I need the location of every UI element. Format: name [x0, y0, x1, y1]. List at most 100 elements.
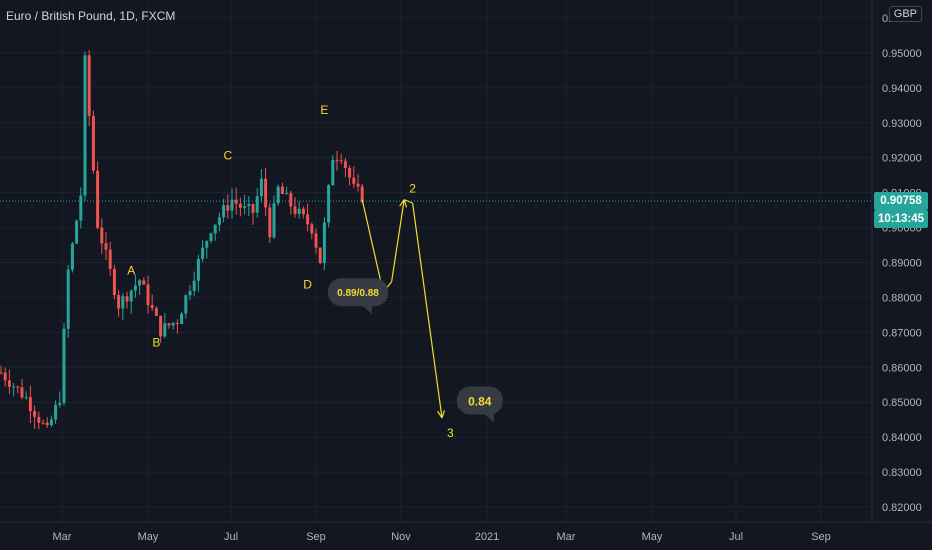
candle-body: [192, 280, 196, 291]
time-tick-label: Sep: [306, 531, 326, 543]
wave-label: 2: [409, 182, 416, 196]
candle-body: [222, 205, 226, 218]
time-tick-label: Jul: [729, 531, 743, 543]
time-tick-label: Nov: [391, 531, 411, 543]
candle-body: [83, 55, 87, 196]
currency-badge[interactable]: GBP: [888, 6, 922, 22]
candle-body: [234, 199, 238, 204]
projection-arrow[interactable]: [412, 203, 443, 419]
candle-body: [150, 305, 154, 309]
callout-text: 0.84: [468, 394, 492, 408]
candle-body: [70, 243, 74, 270]
candle-body: [255, 196, 259, 213]
candle-body: [91, 115, 95, 171]
candle-body: [138, 280, 142, 286]
candle-body: [322, 222, 326, 264]
projection-arrow[interactable]: [361, 199, 384, 293]
callout-text: 0.89/0.88: [337, 288, 379, 299]
price-tick-label: 0.87000: [882, 327, 922, 339]
candle-body: [264, 178, 268, 208]
price-tick-label: 0.94000: [882, 83, 922, 95]
candle-body: [24, 397, 28, 399]
candle-body: [352, 177, 356, 184]
price-tick-label: 0.83000: [882, 467, 922, 479]
candle-body: [310, 224, 314, 234]
candle-body: [3, 372, 7, 381]
projection-arrow[interactable]: [391, 199, 405, 282]
bar-countdown-tag: 10:13:45: [874, 210, 928, 229]
arrow-head: [403, 199, 408, 208]
price-callout[interactable]: 0.89/0.88: [328, 278, 388, 315]
candle-body: [54, 404, 58, 420]
last-price-tag: 0.90758: [874, 192, 928, 211]
candle-body: [28, 397, 32, 412]
candle-body: [289, 193, 293, 207]
candle-body: [339, 160, 343, 162]
price-axis[interactable]: 0.82000 0.83000 0.84000 0.85000 0.86000 0.870…: [882, 13, 922, 514]
candle-body: [276, 186, 280, 204]
candle-body: [20, 387, 24, 398]
candle-body: [37, 416, 41, 423]
candle-body: [280, 186, 284, 195]
time-tick-label: Jul: [224, 531, 238, 543]
candle-body: [87, 55, 91, 116]
candle-body: [348, 168, 352, 178]
candle-body: [327, 185, 331, 223]
wave-label: D: [303, 278, 312, 292]
candle-body: [104, 243, 108, 250]
arrow-head: [399, 199, 405, 207]
time-tick-label: May: [138, 531, 159, 543]
candle-body: [251, 204, 255, 213]
candle-body: [159, 315, 163, 337]
candle-body: [335, 159, 339, 161]
time-tick-label: Mar: [557, 531, 576, 543]
candle-body: [318, 247, 322, 264]
price-tick-label: 0.84000: [882, 432, 922, 444]
candle-body: [180, 313, 184, 324]
candle-body: [230, 199, 234, 211]
candle-body: [66, 269, 70, 329]
candle-body: [0, 372, 3, 374]
candle-body: [175, 322, 179, 324]
candle-body: [314, 233, 318, 248]
candlestick-series: [0, 49, 364, 430]
candle-body: [16, 386, 20, 388]
candle-body: [33, 411, 37, 417]
candle-body: [196, 258, 200, 281]
arrow-head: [441, 410, 446, 419]
candle-body: [125, 296, 129, 302]
time-axis[interactable]: Mar May Jul Sep Nov 2021 Mar May Jul Sep: [53, 531, 831, 543]
symbol-title[interactable]: Euro / British Pound, 1D, FXCM: [6, 9, 176, 23]
candle-body: [154, 308, 158, 316]
wave-label: A: [127, 264, 135, 278]
candle-body: [360, 186, 364, 202]
candle-body: [142, 280, 146, 285]
candle-body: [62, 328, 66, 403]
price-tick-label: 0.92000: [882, 153, 922, 165]
candle-body: [285, 193, 289, 195]
candle-body: [356, 183, 360, 187]
candle-body: [100, 227, 104, 244]
arrow-head: [437, 410, 443, 419]
wave-label: E: [320, 103, 328, 117]
candle-body: [49, 419, 53, 426]
elliott-wave-annotations[interactable]: ABCDE1230.89/0.880.84: [127, 103, 503, 440]
candle-body: [184, 295, 188, 314]
price-tick-label: 0.88000: [882, 292, 922, 304]
candle-body: [117, 294, 121, 309]
time-tick-label: May: [642, 531, 663, 543]
chart-grid: [0, 0, 872, 522]
price-callout[interactable]: 0.84: [456, 386, 503, 423]
candle-body: [293, 206, 297, 214]
price-tick-label: 0.89000: [882, 258, 922, 270]
candle-body: [259, 178, 263, 197]
candle-body: [167, 323, 171, 326]
price-tick-label: 0.85000: [882, 397, 922, 409]
price-tick-label: 0.93000: [882, 118, 922, 130]
candle-body: [171, 322, 175, 326]
candle-body: [343, 160, 347, 169]
candle-body: [121, 296, 125, 309]
candle-body: [268, 207, 272, 238]
candle-body: [247, 204, 251, 207]
